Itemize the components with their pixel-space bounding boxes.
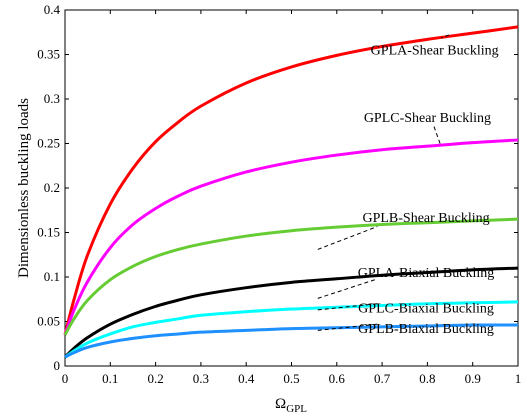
annotation-label: GPLA-Shear Buckling	[371, 44, 499, 59]
series-line-gplb-biaxial-buckling	[64, 323, 519, 359]
x-tick-label: 0.3	[193, 371, 209, 386]
series-line-gpla-shear-buckling	[63, 25, 519, 336]
annotation-leader	[317, 303, 378, 311]
annotation-label: GPLA-Biaxial Buckling	[358, 266, 495, 281]
x-tick-label: 0.6	[329, 371, 346, 386]
annotation-label: GPLC-Shear Buckling	[364, 111, 491, 126]
series-line-gpla-biaxial-buckling	[63, 266, 519, 359]
x-tick-label: 0.9	[465, 371, 481, 386]
y-tick-label: 0.3	[44, 91, 60, 106]
x-axis-label: ΩGPL	[275, 396, 307, 415]
series-line-gplc-shear-buckling	[63, 138, 519, 336]
x-axis-label-subscript: GPL	[286, 403, 307, 415]
x-tick-label: 0	[62, 371, 69, 386]
annotations: GPLA-Shear Buckling GPLC-Shear Buckling GP…	[317, 34, 499, 337]
annotation-label: GPLB-Biaxial Buckling	[358, 322, 494, 337]
y-tick-label: 0.15	[37, 225, 60, 240]
y-tick-label: 0.05	[37, 314, 60, 329]
x-axis-ticks: 0 0.1 0.2 0.3 0.4 0.5 0.6 0.7 0.8 0.9 1	[62, 10, 522, 386]
y-tick-label: 0.2	[44, 180, 60, 195]
x-tick-label: 0.8	[419, 371, 435, 386]
annotation-label: GPLC-Biaxial Buckling	[358, 302, 494, 317]
y-tick-label: 0.25	[37, 136, 60, 151]
annotation-leader	[317, 323, 378, 331]
y-tick-label: 0.4	[44, 2, 61, 17]
series-line-gplc-biaxial-buckling	[64, 300, 519, 359]
series-line-gplb-shear-buckling	[63, 217, 519, 336]
x-tick-label: 0.7	[374, 371, 391, 386]
annotation-leader	[440, 34, 450, 39]
annotation-label: GPLB-Shear Buckling	[362, 211, 489, 226]
series-lines	[63, 25, 519, 359]
y-axis-ticks: 0 0.05 0.1 0.15 0.2 0.25 0.3 0.35 0.4	[37, 2, 518, 373]
y-tick-label: 0.1	[44, 269, 60, 284]
x-tick-label: 0.1	[102, 371, 118, 386]
x-tick-label: 1	[515, 371, 522, 386]
annotation-leader	[317, 278, 378, 299]
x-tick-label: 0.2	[147, 371, 163, 386]
y-axis-label: Dimensionless buckling loads	[16, 98, 32, 278]
annotation-leader	[432, 123, 441, 144]
x-tick-label: 0.4	[238, 371, 255, 386]
annotation-leader	[317, 226, 378, 250]
y-tick-label: 0.35	[37, 47, 60, 62]
x-tick-label: 0.5	[283, 371, 299, 386]
y-tick-label: 0	[54, 358, 61, 373]
plot-area	[64, 9, 519, 367]
